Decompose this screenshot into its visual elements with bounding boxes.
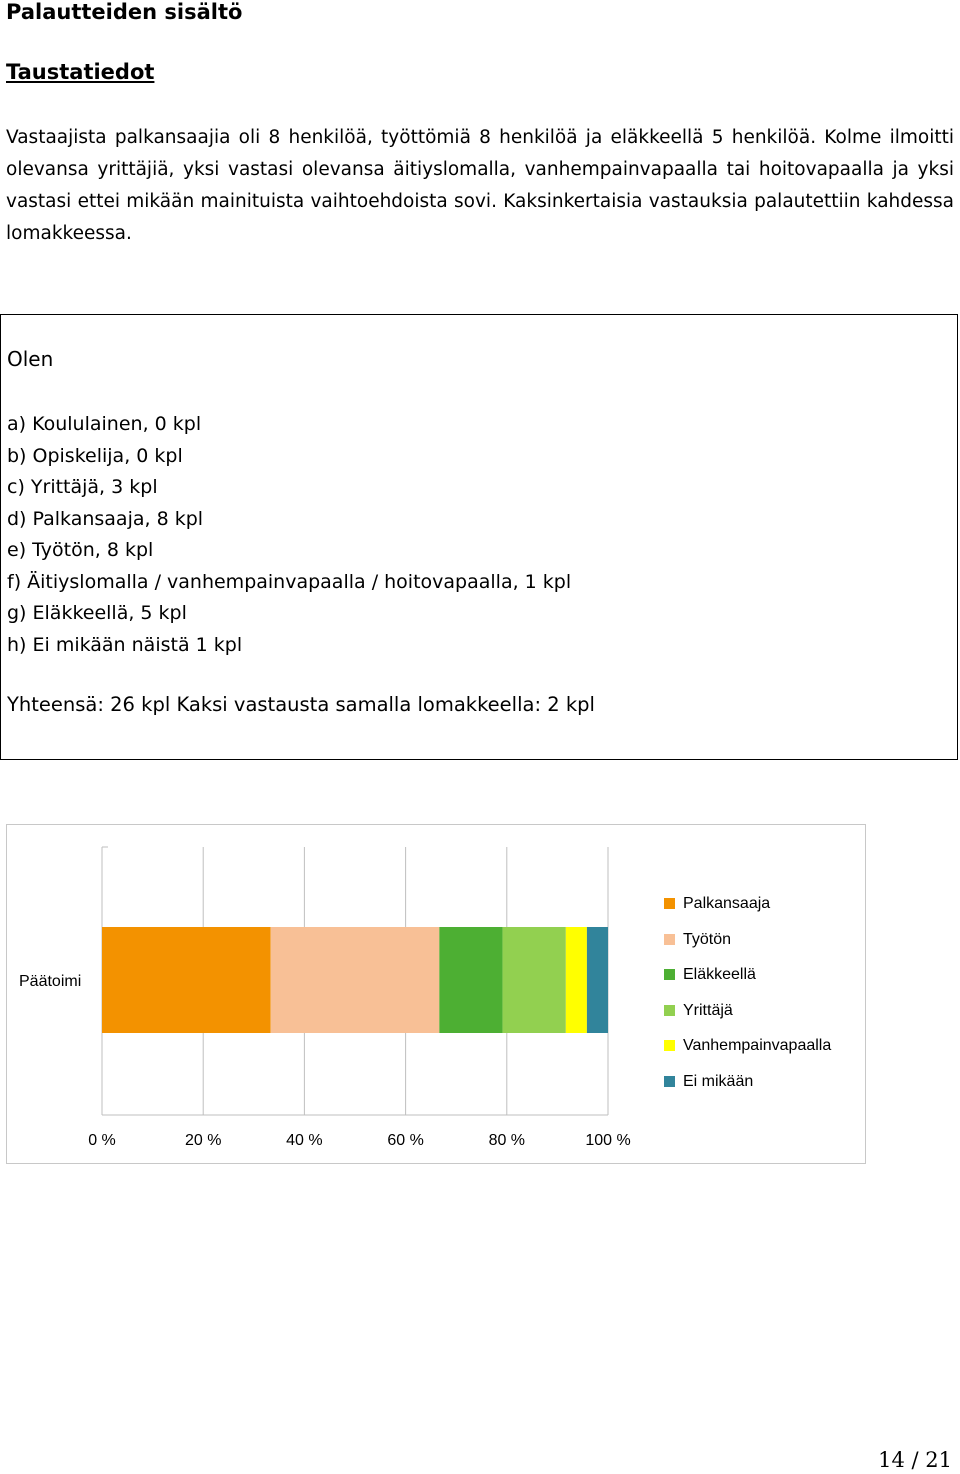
x-tick-label: 0 %	[88, 1132, 116, 1149]
legend-swatch	[664, 898, 675, 910]
list-item: d) Palkansaaja, 8 kpl	[7, 507, 204, 530]
x-tick-label: 20 %	[185, 1132, 221, 1149]
chart-frame: 0 % 20 % 40 % 60 % 80 % 100 % Päätoimi Palkans…	[6, 824, 866, 1164]
category-label: Päätoimi	[19, 973, 81, 990]
list-item: g) Eläkkeellä, 5 kpl	[7, 602, 187, 624]
list-item: c) Yrittäjä, 3 kpl	[7, 476, 158, 498]
x-tick-label: 40 %	[286, 1132, 322, 1149]
bar-segment	[102, 927, 271, 1033]
page-number: 14 / 21	[878, 1448, 952, 1472]
legend-swatch	[664, 1040, 675, 1052]
list-item: a) Koululainen, 0 kpl	[7, 413, 202, 435]
legend-label: Palkansaaja	[683, 895, 771, 912]
x-tick-label: 60 %	[387, 1132, 423, 1149]
legend-item: Ei mikään	[664, 1073, 753, 1091]
list-item: h) Ei mikään näistä 1 kpl	[7, 633, 243, 656]
survey-box: Olen a) Koululainen, 0 kpl b) Opiskelija…	[0, 314, 958, 760]
legend-item: Eläkkeellä	[664, 966, 756, 984]
section-heading: Taustatiedot	[6, 60, 155, 84]
legend-label: Ei mikään	[683, 1072, 754, 1090]
legend-label: Yrittäjä	[683, 1001, 733, 1019]
bar-segment	[565, 927, 587, 1033]
legend-swatch	[664, 1004, 675, 1016]
bar-segment	[439, 927, 503, 1033]
intro-paragraph: Vastaajista palkansaajia oli 8 henkilöä,…	[6, 127, 954, 244]
stacked-bar-chart: 0 % 20 % 40 % 60 % 80 % 100 % Päätoimi	[19, 846, 631, 1149]
box-heading: Olen	[7, 347, 54, 371]
bar-segment	[270, 927, 440, 1033]
legend-label: Eläkkeellä	[683, 966, 756, 983]
legend-item: Yrittäjä	[664, 1002, 733, 1020]
legend-item: Vanhempainvapaalla	[664, 1037, 831, 1055]
legend-swatch	[664, 969, 675, 981]
box-total: Yhteensä: 26 kpl Kaksi vastausta samalla…	[7, 693, 595, 716]
legend-item: Työtön	[664, 931, 731, 949]
legend-label: Työtön	[683, 930, 732, 948]
legend-item: Palkansaaja	[664, 895, 770, 913]
legend-swatch	[664, 933, 675, 945]
page-title: Palautteiden sisältö	[6, 0, 243, 24]
legend-label: Vanhempainvapaalla	[683, 1037, 832, 1054]
x-tick-label: 80 %	[489, 1132, 525, 1149]
answer-list: a) Koululainen, 0 kpl b) Opiskelija, 0 k…	[7, 409, 571, 661]
bar-segment	[586, 927, 608, 1033]
bar-segment	[502, 927, 566, 1033]
list-item: f) Äitiyslomalla / vanhempainvapaalla / …	[7, 570, 572, 593]
list-item: e) Työtön, 8 kpl	[7, 539, 154, 561]
list-item: b) Opiskelija, 0 kpl	[7, 444, 183, 467]
legend-swatch	[664, 1075, 675, 1087]
x-tick-label: 100 %	[585, 1132, 630, 1149]
